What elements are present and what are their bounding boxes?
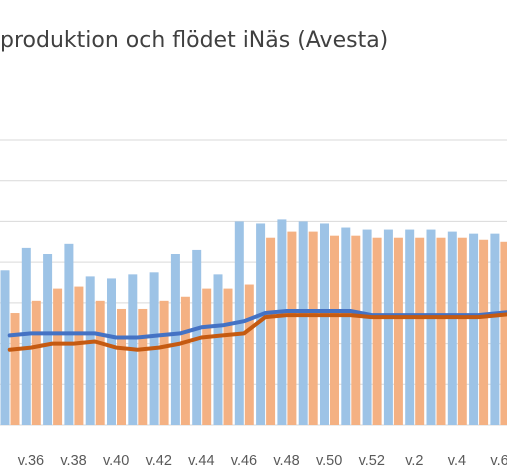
bar-series-2-19 [415,237,425,425]
bar-series-1-15 [320,223,329,425]
x-tick-label: v.40 [103,453,129,469]
chart-title: produktion och flödet iNäs (Avesta) [0,28,389,53]
bar-series-1-19 [405,229,415,425]
bar-series-2-11 [244,284,254,425]
bar-series-2-20 [436,237,446,425]
bar-series-1-1 [21,247,31,425]
bar-series-1-14 [298,221,308,425]
bar-series-1-23 [490,233,500,425]
bar-series-2-21 [457,237,467,425]
x-tick-label: v.6 [490,453,507,469]
x-tick-label: v.36 [18,453,44,469]
x-tick-label: v.48 [273,453,299,469]
bar-series-2-9 [202,288,212,425]
bar-series-2-23 [500,241,507,425]
x-tick-label: v.52 [359,453,385,469]
x-tick-label: v.46 [231,453,257,469]
bar-series-2-0 [10,313,20,425]
bar-series-1-0 [0,270,10,425]
bar-series-2-2 [53,288,63,425]
bar-series-2-7 [159,300,169,425]
bar-series-2-3 [74,286,84,425]
bar-series-2-12 [266,237,276,425]
bar-series-2-18 [393,237,403,425]
bar-series-1-4 [85,276,95,425]
line-series-2 [7,312,507,352]
x-tick-label: v.50 [316,453,342,469]
bar-series-2-22 [479,239,489,425]
bar-series-1-22 [469,233,479,425]
bar-series-2-10 [223,288,233,425]
bar-series-2-13 [287,231,297,425]
bar-series-2-1 [31,300,41,425]
bar-series-2-16 [351,235,361,425]
x-tick-label: v.38 [60,453,86,469]
bar-series-1-12 [256,223,266,425]
bar-series-2-17 [372,237,382,425]
bar-series-1-10 [213,274,223,425]
bar-series-1-8 [170,254,180,425]
bar-series-1-2 [43,254,53,425]
bar-series-1-17 [362,229,372,425]
bar-series-1-20 [426,229,436,425]
x-tick-label: v.42 [146,453,172,469]
x-tick-label: v.44 [188,453,214,469]
x-tick-label: v.2 [405,453,423,469]
bar-series-1-16 [341,227,351,425]
bar-series-1-21 [447,231,457,425]
x-tick-label: v.4 [448,453,466,469]
bar-series-1-5 [107,278,116,425]
bar-series-2-8 [180,296,190,425]
bar-series-2-6 [138,308,148,425]
bar-series-1-13 [277,219,287,425]
bar-series-2-15 [330,235,339,425]
bar-series-2-5 [117,308,126,425]
bar-series-2-14 [308,231,318,425]
bar-series-1-18 [383,229,393,425]
bar-series-2-4 [95,300,105,425]
